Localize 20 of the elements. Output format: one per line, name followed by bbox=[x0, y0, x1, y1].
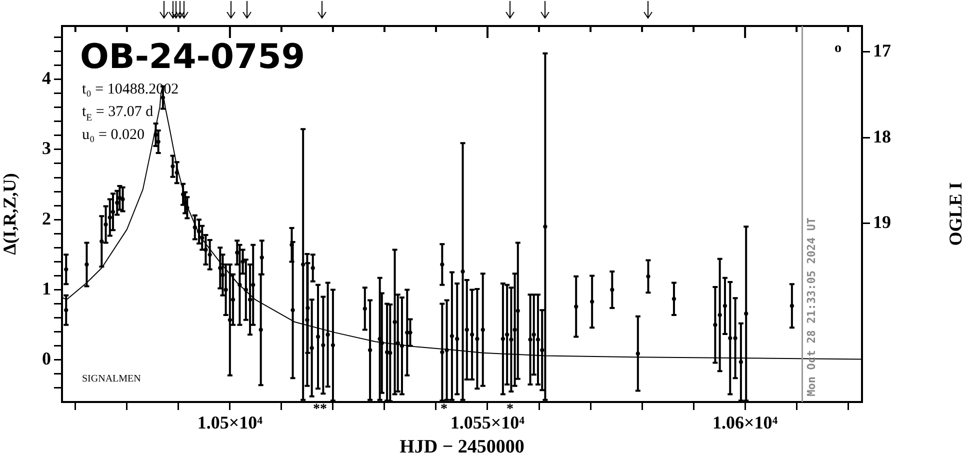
annotation: u₀ = 0.020 bbox=[82, 126, 144, 143]
chart-title: OB-24-0759 bbox=[80, 37, 305, 77]
y-tick-label: 0 bbox=[42, 348, 51, 369]
annotation: Mon Oct 28 21:33:05 2024 UT bbox=[805, 217, 818, 396]
annotation: SIGNALMEN bbox=[82, 373, 141, 384]
text: ** bbox=[313, 402, 327, 418]
y-tick-label: 4 bbox=[42, 68, 51, 88]
y-tick-label: 3 bbox=[42, 138, 51, 158]
x-tick-label: 1.06×10⁴ bbox=[712, 412, 778, 432]
y2-tick-label: 17 bbox=[873, 40, 891, 60]
y2-tick-label: 18 bbox=[873, 126, 891, 146]
text: * bbox=[440, 402, 448, 418]
y-tick-label: 1 bbox=[42, 278, 51, 298]
y2-tick-label: 19 bbox=[873, 212, 891, 232]
x-tick-label: 1.05×10⁴ bbox=[197, 412, 264, 432]
annotation: o bbox=[834, 41, 842, 56]
y-tick-label: 2 bbox=[42, 208, 51, 228]
y-axis-title: Δ(I,R,Z,U) bbox=[0, 173, 20, 255]
x-axis-title: HJD − 2450000 bbox=[400, 436, 524, 458]
y2-axis-title: OGLE I bbox=[946, 182, 965, 246]
